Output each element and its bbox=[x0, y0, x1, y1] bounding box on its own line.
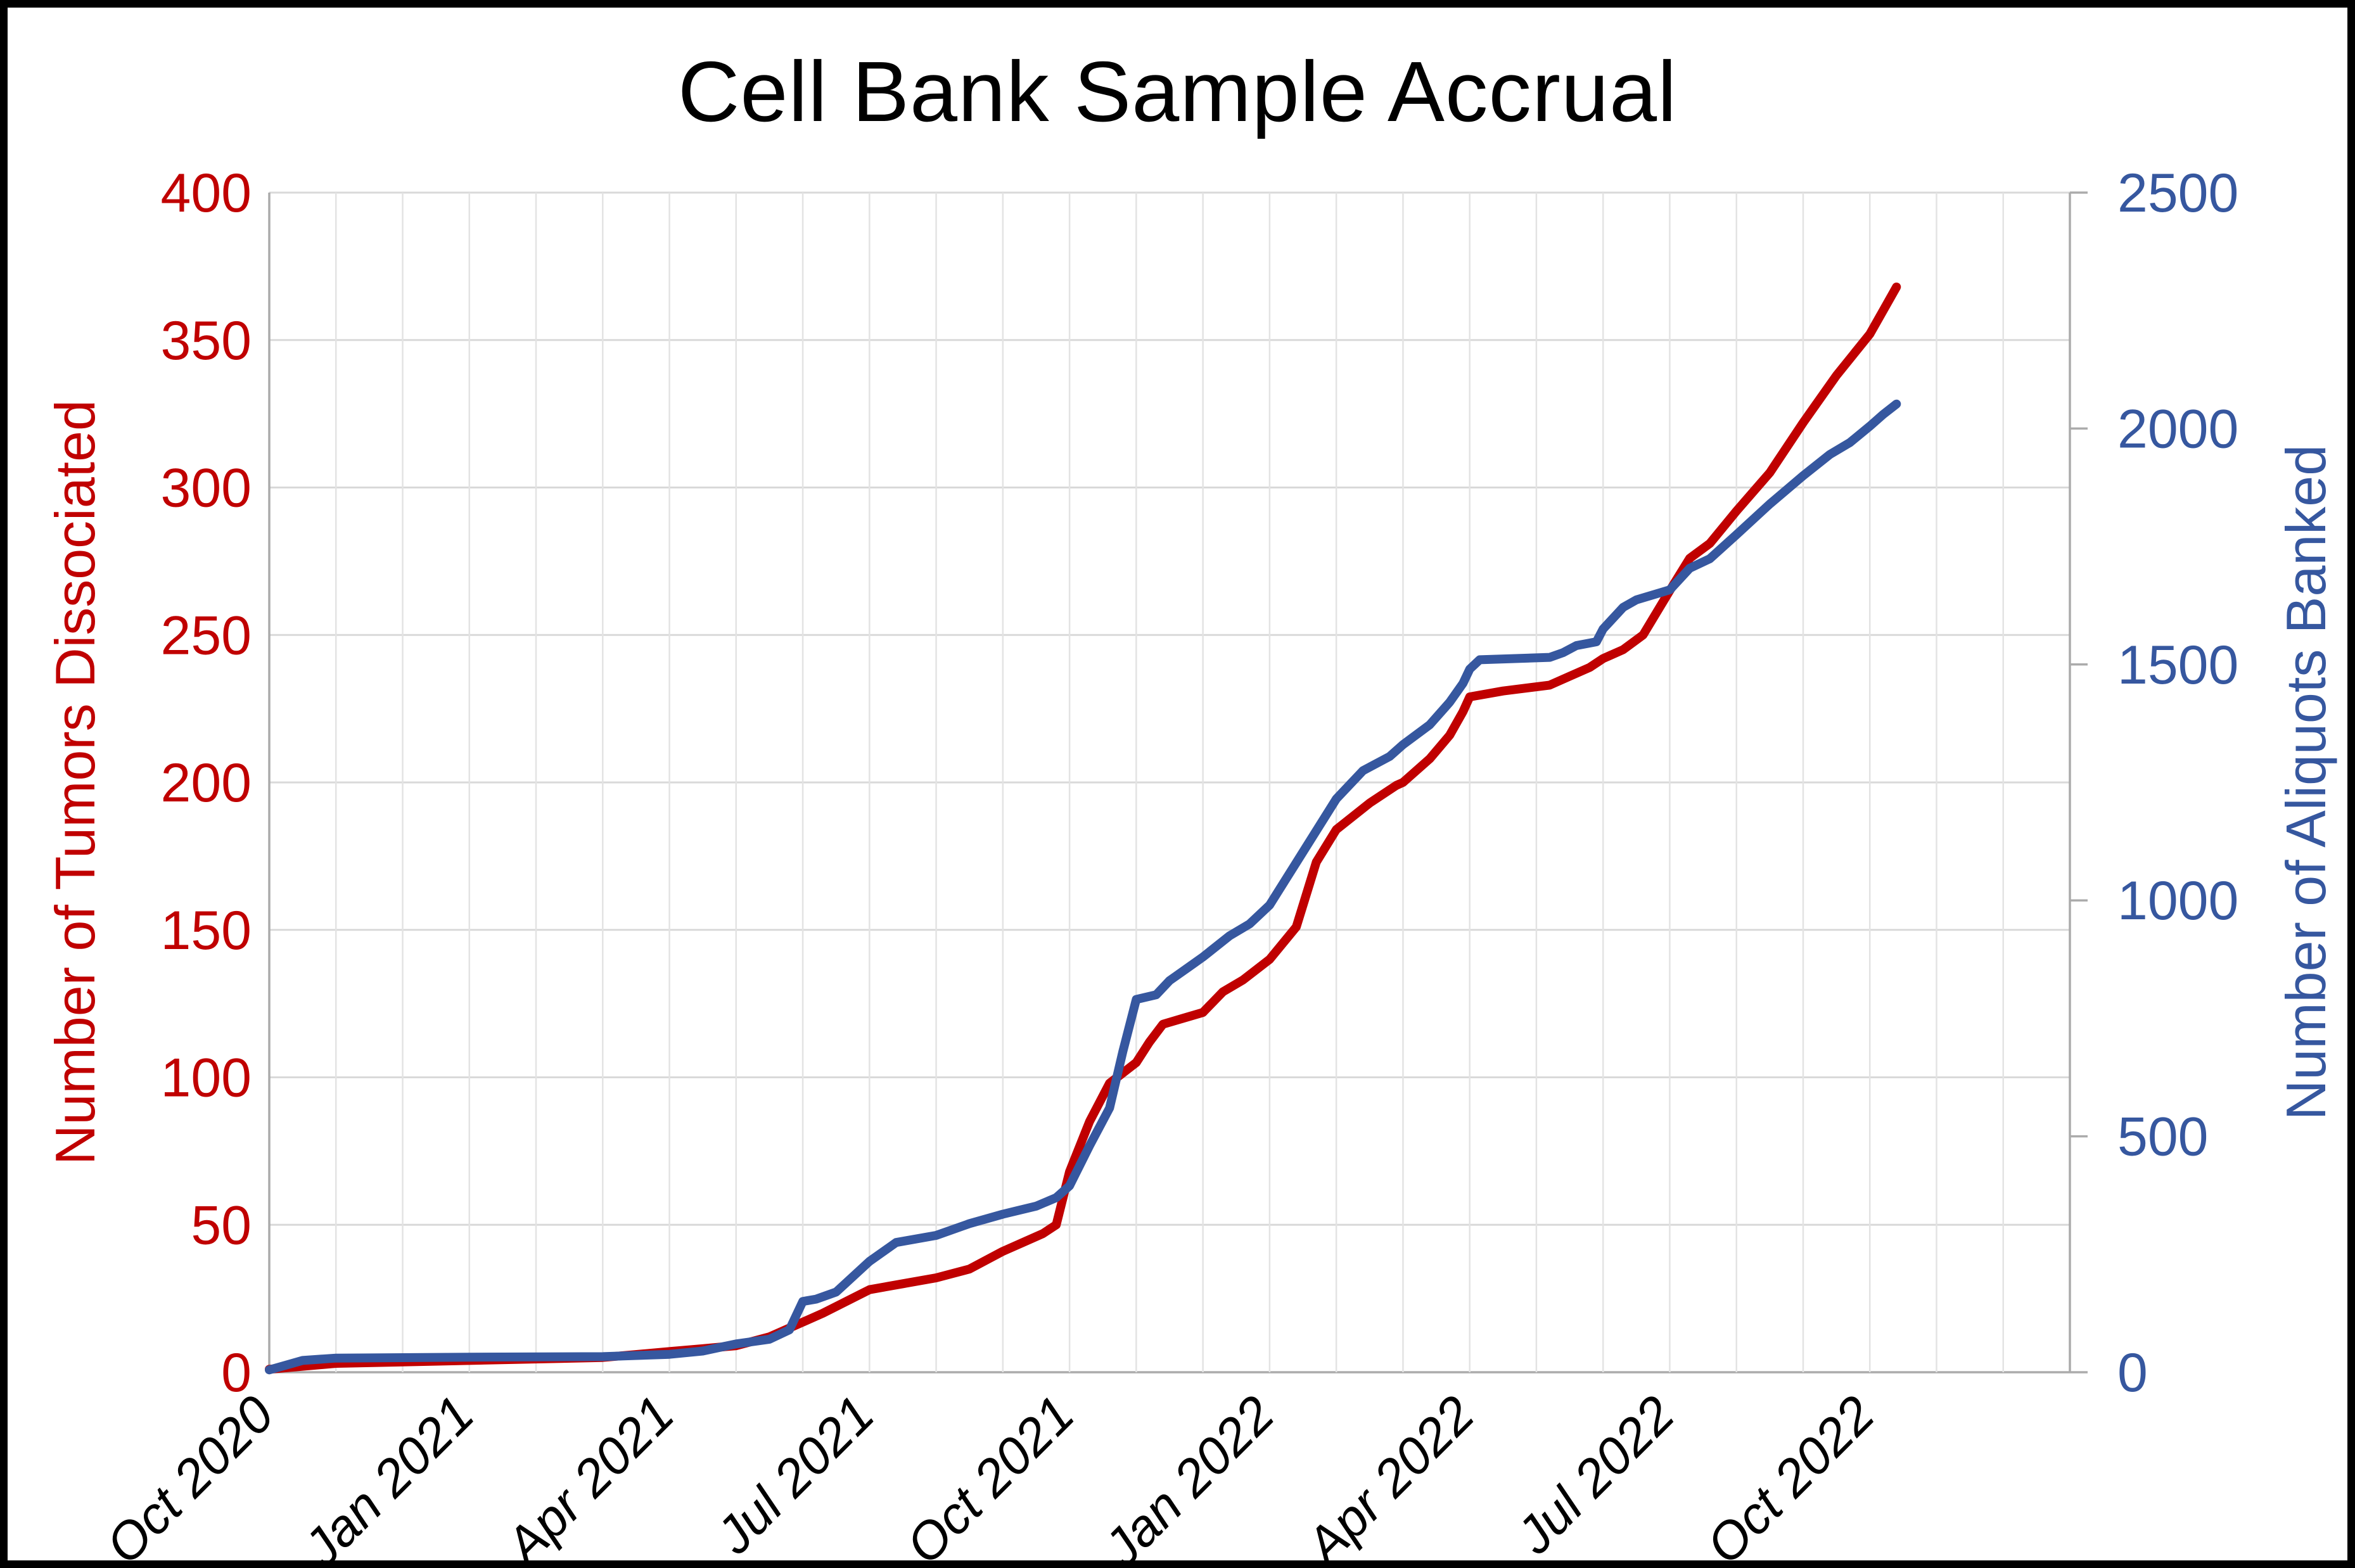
x-tick-label: Oct 2021 bbox=[895, 1385, 1085, 1568]
left-tick-label: 0 bbox=[221, 1342, 252, 1403]
left-tick-label: 100 bbox=[161, 1048, 252, 1109]
left-tick-label: 250 bbox=[161, 605, 252, 666]
vertical-gridlines bbox=[268, 193, 2071, 1372]
plot-area: 0 50 100 150 200 250 300 350 400 0 500 1000 1500 2000… bbox=[95, 163, 2238, 1568]
horizontal-gridlines bbox=[269, 191, 2070, 1374]
aliquots-banked-line bbox=[265, 399, 1901, 1375]
right-tick-label: 0 bbox=[2117, 1342, 2148, 1403]
x-tick-label: Apr 2021 bbox=[493, 1385, 685, 1568]
tumors-dissociated-line bbox=[265, 283, 1901, 1374]
right-axis bbox=[2069, 191, 2088, 1374]
left-tick-label: 400 bbox=[161, 163, 252, 224]
right-tick-label: 1000 bbox=[2117, 870, 2238, 931]
x-tick-label: Jan 2022 bbox=[1093, 1385, 1286, 1568]
left-axis-tick-labels: 0 50 100 150 200 250 300 350 400 bbox=[161, 163, 252, 1403]
x-tick-label: Apr 2022 bbox=[1293, 1385, 1485, 1568]
right-tick-label: 1500 bbox=[2117, 635, 2238, 696]
left-tick-label: 350 bbox=[161, 310, 252, 371]
x-axis-tick-labels: Oct 2020 Jan 2021 Apr 2021 Jul 2021 Oct 2021… bbox=[95, 1385, 1886, 1568]
right-tick-label: 2500 bbox=[2117, 163, 2238, 224]
left-tick-label: 50 bbox=[191, 1195, 252, 1256]
left-tick-label: 150 bbox=[161, 900, 252, 961]
right-axis-tick-labels: 0 500 1000 1500 2000 2500 bbox=[2117, 163, 2238, 1403]
x-tick-label: Jan 2021 bbox=[293, 1385, 485, 1568]
right-tick-label: 500 bbox=[2117, 1107, 2209, 1168]
x-tick-label: Jul 2021 bbox=[705, 1385, 885, 1565]
right-tick-label: 2000 bbox=[2117, 398, 2238, 459]
chart-title: Cell Bank Sample Accrual bbox=[677, 44, 1678, 139]
x-tick-label: Oct 2020 bbox=[95, 1385, 285, 1568]
x-tick-label: Oct 2022 bbox=[1695, 1385, 1886, 1568]
left-tick-label: 300 bbox=[161, 458, 252, 519]
left-tick-label: 200 bbox=[161, 753, 252, 813]
x-tick-label: Jul 2022 bbox=[1505, 1385, 1685, 1565]
